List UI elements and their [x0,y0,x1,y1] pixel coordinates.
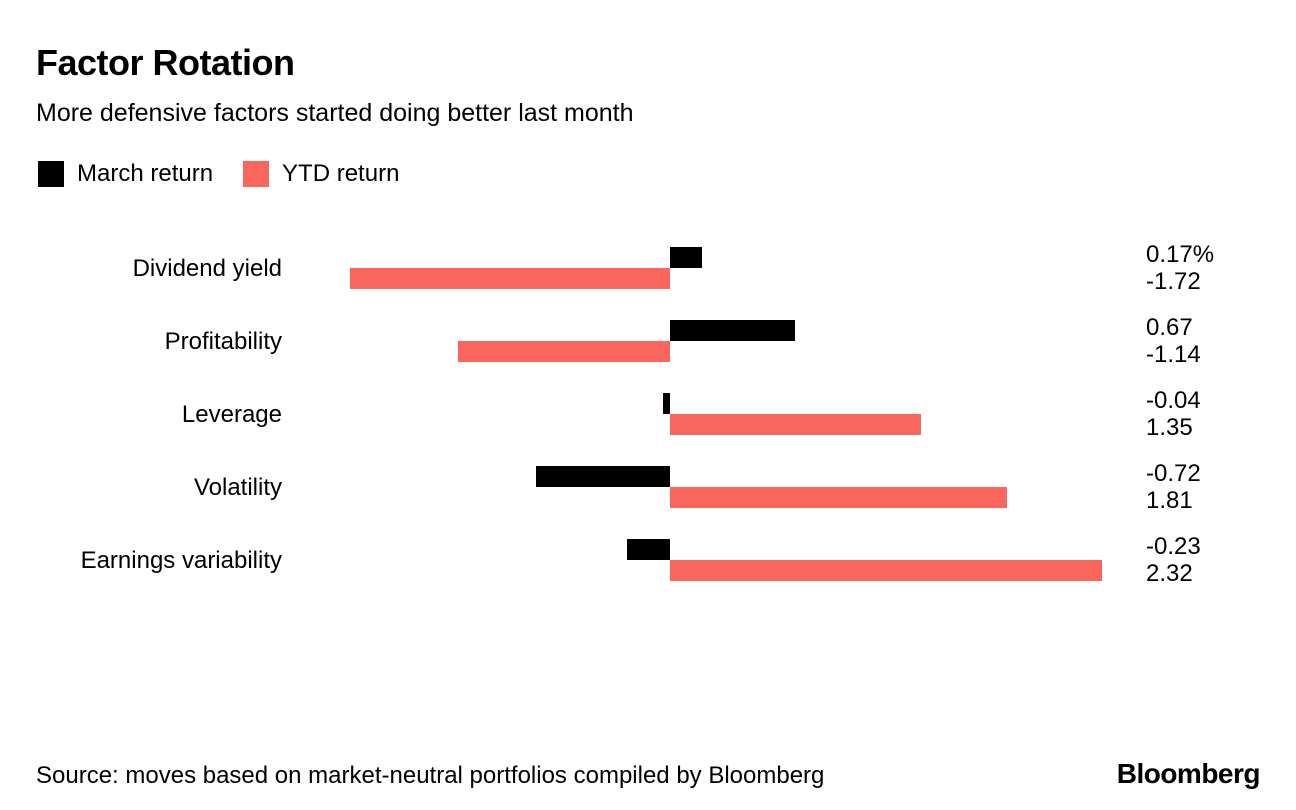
chart-row: Volatility -0.72 1.81 [0,451,1296,524]
chart-row: Profitability 0.67 -1.14 [0,305,1296,378]
value-labels: 0.17% -1.72 [1146,241,1214,295]
category-label: Leverage [181,400,282,428]
ytd-return-swatch [243,161,270,187]
value-label: -1.14 [1146,341,1201,368]
value-labels: -0.72 1.81 [1146,460,1201,514]
ytd-return-bar [457,341,670,362]
chart-row: Dividend yield 0.17% -1.72 [0,232,1296,305]
ytd-return-bar [670,560,1102,581]
legend-item-march-return: March return [38,160,213,188]
legend-label: YTD return [282,160,400,187]
category-label: Profitability [164,327,282,355]
value-label: -1.72 [1146,268,1201,295]
march-return-swatch [38,161,64,187]
march-return-bar [662,393,670,414]
bar-chart: Dividend yield 0.17% -1.72 Profitability 0.6… [0,232,1296,597]
value-label: 0.67 [1146,314,1193,341]
ytd-return-bar [350,268,670,289]
value-label: 0.17% [1146,241,1215,268]
march-return-bar [627,539,670,560]
chart-row: Earnings variability -0.23 2.32 [0,524,1296,597]
value-labels: -0.23 2.32 [1146,533,1201,587]
value-labels: 0.67 -1.14 [1146,314,1201,368]
march-return-bar [670,320,795,341]
march-return-bar [536,466,670,487]
bloomberg-logo: Bloomberg [1116,758,1261,789]
category-label: Earnings variability [80,546,282,574]
legend-item-ytd-return: YTD return [243,160,399,188]
legend-label: March return [77,160,214,187]
source-note: Source: moves based on market-neutral po… [36,762,825,789]
value-label: 1.35 [1146,414,1193,441]
page-title: Factor Rotation [36,42,295,83]
chart-row: Leverage -0.04 1.35 [0,378,1296,451]
value-label: -0.23 [1146,533,1201,560]
march-return-bar [670,247,702,268]
chart-legend: March return YTD return [38,160,399,188]
value-label: 2.32 [1146,560,1193,587]
ytd-return-bar [670,414,922,435]
value-label: -0.72 [1146,460,1201,487]
ytd-return-bar [670,487,1007,508]
value-labels: -0.04 1.35 [1146,387,1201,441]
category-label: Volatility [193,473,282,501]
chart-subtitle: More defensive factors started doing bet… [36,99,634,127]
value-label: 1.81 [1146,487,1193,514]
value-label: -0.04 [1146,387,1201,414]
category-label: Dividend yield [132,254,282,282]
